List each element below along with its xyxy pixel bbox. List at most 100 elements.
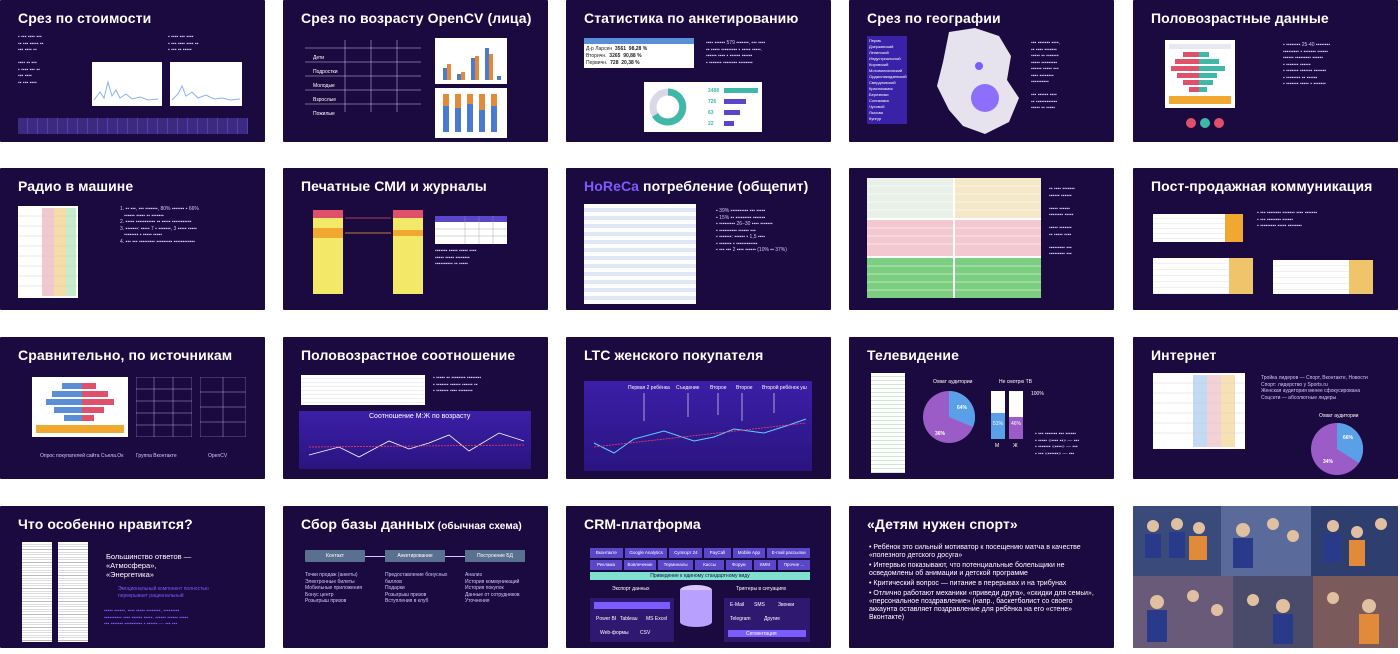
source-chip: Кассы: [695, 560, 724, 570]
post-chart-1-bars: [1225, 214, 1243, 242]
kids-bullet: • Интервью показывают, что потенциальные…: [869, 562, 1101, 578]
slide-title: Срез по стоимости: [18, 10, 151, 26]
survey-row: Д-р Ларсен 3561 98,28 %: [586, 46, 647, 53]
slide-title: Сравнительно, по источникам: [18, 347, 232, 363]
city: Кунгур: [869, 116, 907, 122]
slide-gender-age[interactable]: Половозрастные данные ▪ ▪▪▪▪▪▪▪▪ 25-40 ▪…: [1133, 0, 1398, 142]
slide-title: Срез по возрасту OpenCV (лица): [301, 10, 531, 26]
slide-title: Статистика по анкетированию: [584, 10, 798, 26]
tv-channels: ▪ ▪▪▪ ▪▪▪▪▪▪▪ ▪▪▪ ▪▪▪▪▪▪ ▪ ▪▪▪▪▪ «▪▪▪▪ ▪▪…: [1035, 431, 1105, 457]
slide-geography[interactable]: Срез по географии Пермь Дзержинский Лени…: [849, 0, 1114, 142]
slide-title: Печатные СМИ и журналы: [301, 178, 487, 194]
crm-channel: SMS: [754, 602, 765, 609]
slide-crm[interactable]: CRM-платформа Вконтакте Google Analytics…: [566, 506, 831, 648]
slide-print-media[interactable]: Печатные СМИ и журналы ▪▪▪▪▪▪▪ ▪▪▪▪▪ ▪▪▪…: [283, 168, 548, 310]
tables-text: ▪▪ ▪▪▪▪ ▪▪▪▪▪▪▪ ▪▪▪▪▪▪ ▪▪▪▪▪▪ ▪▪▪▪▪ ▪▪▪▪▪▪…: [1049, 186, 1109, 258]
tv-bar-pct: 46%: [1011, 421, 1021, 428]
slide-kids-sport[interactable]: «Детям нужен спорт» • Ребёнок это сильны…: [849, 506, 1114, 648]
slide-title: Сбор базы данных (обычная схема): [301, 516, 522, 532]
slide-tv[interactable]: Телевидение Охват аудитории 64% 36% Не с…: [849, 337, 1114, 479]
slide-radio[interactable]: Радио в машине 1. ▪▪ ▪▪▪, ▪▪▪ ▪▪▪▪▪▪▪, 8…: [0, 168, 265, 310]
tv-pie: [921, 389, 977, 445]
data-strip: [18, 118, 248, 134]
slide-db-collection[interactable]: Сбор базы данных (обычная схема) Контакт…: [283, 506, 548, 648]
internet-pct-b: 34%: [1323, 459, 1333, 466]
crm-channel: E-Mail: [730, 602, 744, 609]
likes-line: «Атмосфера»,: [106, 561, 191, 570]
slide-internet[interactable]: Интернет Тройка лидеров — Спорт, Вконтак…: [1133, 337, 1398, 479]
crm-right-box: E-Mail SMS Звонки Telegram Другие Сегмен…: [724, 598, 810, 642]
kids-bullet: • Ребёнок это сильный мотиватор к посеще…: [869, 544, 1101, 560]
stat-bar: [724, 99, 746, 104]
slide-likes[interactable]: Что особенно нравится? Большинство ответ…: [0, 506, 265, 648]
slide-data-tables[interactable]: ▪▪ ▪▪▪▪ ▪▪▪▪▪▪▪ ▪▪▪▪▪▪ ▪▪▪▪▪▪ ▪▪▪▪▪ ▪▪▪▪▪▪…: [849, 168, 1114, 310]
stat-bar: [724, 88, 758, 93]
likes-list-2: [58, 542, 88, 642]
source-chip: Терминалы: [658, 560, 693, 570]
survey-row: Вторичн. 3265 90,88 %: [586, 53, 642, 60]
flow-arrow: [365, 556, 385, 557]
crm-triggers: Триггеры в ситуациях: [736, 586, 786, 593]
internet-pie: [1309, 421, 1365, 477]
radio-table: [18, 206, 78, 298]
slide-sources[interactable]: Сравнительно, по источникам Опрос покупа…: [0, 337, 265, 479]
crm-database: [678, 584, 714, 628]
likes-line: Большинство ответов —: [106, 552, 191, 561]
title-main: Сбор базы данных: [301, 516, 435, 532]
likes-headline: Большинство ответов — «Атмосфера», «Энер…: [106, 552, 191, 579]
slide-gender-ratio[interactable]: Половозрастное соотношение ▪ ▪▪▪▪▪ ▪▪ ▪▪…: [283, 337, 548, 479]
likes-quote: ▪▪▪▪▪ ▪▪▪▪▪▪, ▪▪▪▪ ▪▪▪▪▪ ▪▪▪▪▪▪▪▪, ▪▪▪▪▪…: [104, 608, 254, 628]
age-row-labels: Дети Подростки Молодые Взрослые Пожилые: [313, 51, 347, 121]
slide-title: HoReCa потребление (общепит): [584, 178, 808, 194]
likes-list-1: [22, 542, 52, 642]
source-chip: Суппорт 24: [669, 548, 702, 558]
crm-banner: Приведение к единому стандартному виду: [590, 572, 810, 580]
age-row: Подростки: [313, 65, 347, 79]
slide-title: Что особенно нравится?: [18, 516, 193, 532]
age-row: Молодые: [313, 79, 347, 93]
post-chart-2-bars: [1229, 258, 1253, 294]
stat-bar: [724, 110, 740, 115]
bar-chart-top: [435, 38, 507, 84]
survey-row: Первичн. 728 20,38 %: [586, 60, 640, 67]
slide-title: CRM-платформа: [584, 516, 701, 532]
slide-title: Срез по географии: [867, 10, 1001, 26]
crm-left-header: [594, 602, 670, 609]
source-chip: SMM: [754, 560, 776, 570]
ratio-line-chart: Соотношение М:Ж по возрасту: [299, 411, 531, 469]
source-chip: Реклама: [590, 560, 622, 570]
tv-pct-small: 36%: [935, 431, 945, 438]
slide-title: Половозрастное соотношение: [301, 347, 515, 363]
internet-bullet: Соцсети — абсолютные лидеры: [1261, 395, 1393, 402]
kids-bullet: • Отлично работают механики «приведи дру…: [869, 590, 1101, 622]
post-text: ▪ ▪▪▪ ▪▪▪▪▪▪▪▪ ▪▪▪▪▪▪▪ ▪▪▪▪ ▪▪▪▪▪▪▪ ▪ ▪▪▪…: [1257, 210, 1389, 230]
slide-horeca[interactable]: HoReCa потребление (общепит) ▪ 39% ▪▪▪▪▪…: [566, 168, 831, 310]
radio-text: 1. ▪▪ ▪▪▪, ▪▪▪ ▪▪▪▪▪▪▪, 80% ▪▪▪▪▪▪▪ ▪ 66…: [120, 206, 250, 245]
source-caption: OpenCV: [208, 453, 227, 460]
source-chip: Вовлечение: [624, 560, 656, 570]
crm-tool: Tableau: [620, 616, 638, 623]
stat-number: 63: [708, 110, 714, 117]
slide-cost[interactable]: Срез по стоимости ▪ ▪▪▪ ▪▪▪▪ ▪▪▪ ▪▪ ▪▪▪ ▪…: [0, 0, 265, 142]
horeca-text: ▪ 39% ▪▪▪▪▪▪▪▪▪▪ ▪▪▪ ▪▪▪▪▪ ▪ 15% ▪▪ ▪▪▪▪▪…: [716, 208, 816, 254]
slide-title: «Детям нужен спорт»: [867, 516, 1018, 532]
crm-tool: Power BI: [596, 616, 616, 623]
survey-donut-panel: 2488 726 63 22: [644, 82, 762, 132]
slide-opencv-age[interactable]: Срез по возрасту OpenCV (лица) Дети Подр…: [283, 0, 548, 142]
line-chart-2: [170, 62, 242, 106]
crm-channel: Сегментация: [746, 631, 777, 638]
slide-photo-collage[interactable]: [1133, 506, 1398, 648]
source-chip: Google Analytics: [625, 548, 668, 558]
tv-bar-label: Ж: [1013, 443, 1018, 450]
slide-ltc[interactable]: LTC женского покупателя Первая 2 ребёнка…: [566, 337, 831, 479]
flow-node: Построение БД: [465, 550, 525, 562]
slide-survey-stats[interactable]: Статистика по анкетированию Д-р Ларсен 3…: [566, 0, 831, 142]
horeca-table: [584, 204, 696, 304]
stat-number: 726: [708, 99, 716, 106]
title-small: (обычная схема): [435, 521, 522, 532]
crm-row-2: Реклама Вовлечение Терминалы Кассы Форум…: [590, 560, 810, 570]
ratio-table: [301, 375, 425, 405]
age-row: Пожилые: [313, 107, 347, 121]
slide-post-sale[interactable]: Пост-продажная коммуникация ▪ ▪▪▪ ▪▪▪▪▪▪…: [1133, 168, 1398, 310]
age-row: Дети: [313, 51, 347, 65]
